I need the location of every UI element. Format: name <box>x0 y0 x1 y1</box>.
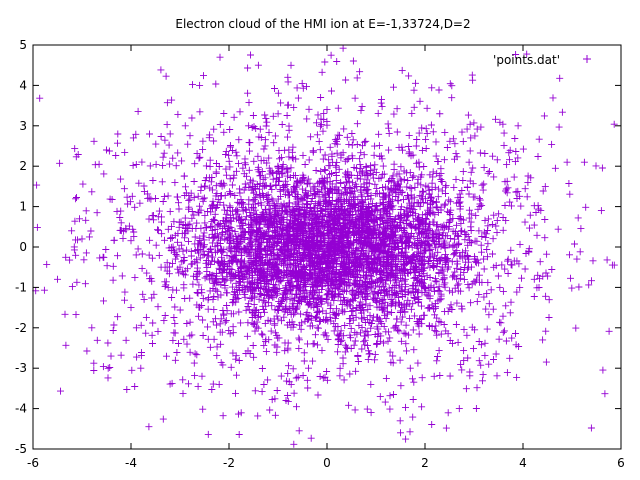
x-tick-label: 6 <box>617 456 625 470</box>
y-tick-label: -3 <box>15 361 27 375</box>
ticks-layer: -6 -4 -2 0 2 4 6 -5 -4 -3 -2 -1 0 1 2 3 4 5 <box>15 38 625 470</box>
y-tick-label: -1 <box>15 280 27 294</box>
y-tick-label: 3 <box>19 119 27 133</box>
legend-label: 'points.dat' <box>493 53 560 67</box>
y-tick-label: -2 <box>15 321 27 335</box>
chart-title: Electron cloud of the HMI ion at E=-1,33… <box>175 17 470 31</box>
y-tick-label: -4 <box>15 402 27 416</box>
legend: 'points.dat' <box>493 53 591 67</box>
y-tick-label: 4 <box>19 78 27 92</box>
y-tick-label: 0 <box>19 240 27 254</box>
x-tick-label: -4 <box>125 456 137 470</box>
x-tick-label: -6 <box>27 456 39 470</box>
x-tick-label: 2 <box>421 456 429 470</box>
x-tick-label: -2 <box>223 456 235 470</box>
legend-marker <box>583 55 591 63</box>
scatter-points <box>32 44 618 448</box>
x-tick-label: 4 <box>519 456 527 470</box>
points-layer <box>32 44 618 448</box>
y-tick-label: 5 <box>19 38 27 52</box>
y-tick-label: 1 <box>19 200 27 214</box>
x-tick-label: 0 <box>323 456 331 470</box>
y-tick-label: -5 <box>15 442 27 456</box>
y-tick-label: 2 <box>19 159 27 173</box>
